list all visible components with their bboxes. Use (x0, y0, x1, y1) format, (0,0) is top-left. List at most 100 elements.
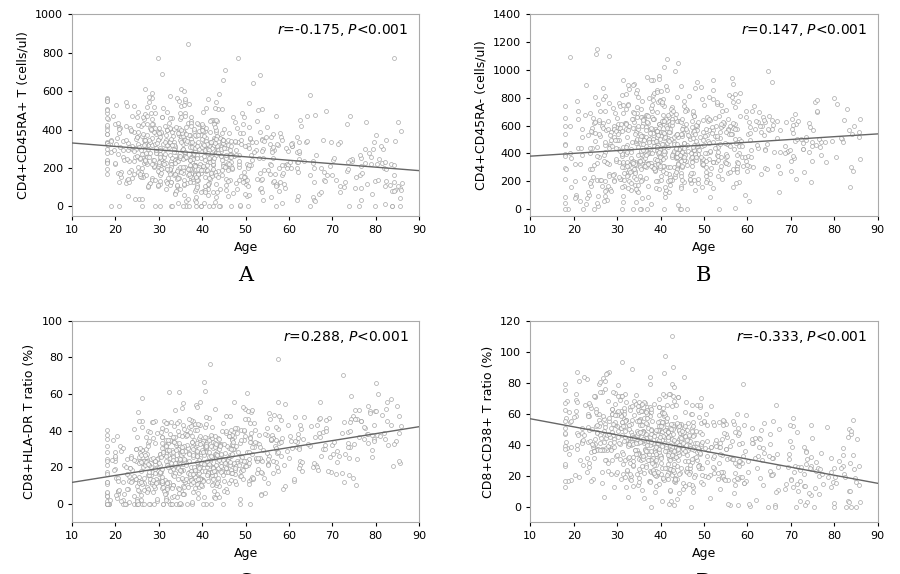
Point (337, 417, 351, 426)
Point (752, 122, 767, 131)
Point (731, 96, 745, 105)
Point (377, 164, 392, 173)
Point (132, 456, 147, 465)
Point (674, 148, 688, 157)
Point (701, 117, 716, 126)
Point (155, 465, 169, 474)
Point (585, 127, 599, 136)
Point (576, 436, 590, 445)
Point (154, 452, 168, 461)
Point (316, 168, 330, 177)
Point (634, 131, 649, 140)
Point (709, 99, 724, 108)
Point (633, 156, 647, 165)
Point (263, 414, 277, 424)
Point (803, 123, 817, 132)
Point (680, 160, 695, 169)
Point (644, 123, 658, 133)
Point (635, 452, 650, 461)
Point (654, 176, 669, 185)
Point (616, 100, 630, 110)
Point (727, 459, 742, 468)
Point (223, 412, 238, 421)
Point (158, 138, 173, 147)
Point (242, 143, 256, 152)
Point (149, 148, 164, 157)
Point (206, 462, 220, 471)
Point (148, 146, 163, 155)
Point (680, 140, 694, 149)
Point (342, 454, 356, 463)
Point (651, 145, 665, 154)
Point (274, 451, 289, 460)
Point (590, 175, 605, 184)
Point (222, 153, 237, 162)
Point (245, 442, 259, 451)
Point (139, 171, 153, 180)
Point (300, 112, 314, 121)
Point (163, 499, 177, 509)
Point (623, 439, 637, 448)
Point (626, 481, 640, 490)
Point (112, 441, 127, 450)
Point (175, 154, 189, 163)
Point (209, 192, 223, 201)
Point (635, 427, 650, 436)
Point (247, 419, 261, 428)
Point (634, 453, 649, 463)
Text: A: A (238, 266, 253, 285)
Point (636, 131, 651, 141)
Point (782, 449, 796, 458)
Point (563, 417, 578, 426)
Point (204, 157, 219, 166)
Point (640, 136, 654, 145)
Point (622, 121, 636, 130)
Point (631, 449, 645, 459)
Point (135, 445, 149, 455)
Point (707, 439, 722, 448)
Point (636, 115, 651, 124)
Point (205, 452, 220, 461)
Point (318, 177, 332, 186)
Point (558, 423, 572, 432)
Point (220, 176, 235, 185)
Point (209, 125, 223, 134)
Point (201, 157, 215, 166)
Point (627, 172, 642, 181)
Point (158, 451, 173, 460)
Point (154, 154, 168, 163)
Point (662, 117, 676, 126)
Point (157, 152, 171, 161)
Point (126, 127, 140, 137)
Point (159, 478, 174, 487)
Point (736, 420, 751, 429)
Point (212, 434, 227, 443)
Point (646, 468, 661, 478)
Point (198, 147, 212, 156)
Point (634, 485, 649, 494)
Point (236, 474, 250, 483)
Point (598, 455, 612, 464)
Point (675, 129, 689, 138)
Point (648, 447, 662, 456)
Point (558, 150, 572, 159)
Point (659, 416, 673, 425)
Point (628, 399, 643, 408)
Point (593, 107, 608, 116)
Point (109, 474, 123, 483)
Point (619, 415, 634, 424)
Point (134, 479, 148, 488)
Point (673, 433, 688, 442)
Point (670, 93, 685, 102)
Point (254, 489, 268, 498)
Point (292, 148, 306, 157)
Point (136, 120, 150, 129)
Point (599, 455, 614, 464)
Point (148, 499, 162, 509)
Point (648, 454, 662, 463)
Point (646, 115, 661, 124)
Point (176, 482, 191, 491)
Point (637, 445, 652, 455)
Point (609, 450, 624, 459)
Point (558, 102, 572, 111)
